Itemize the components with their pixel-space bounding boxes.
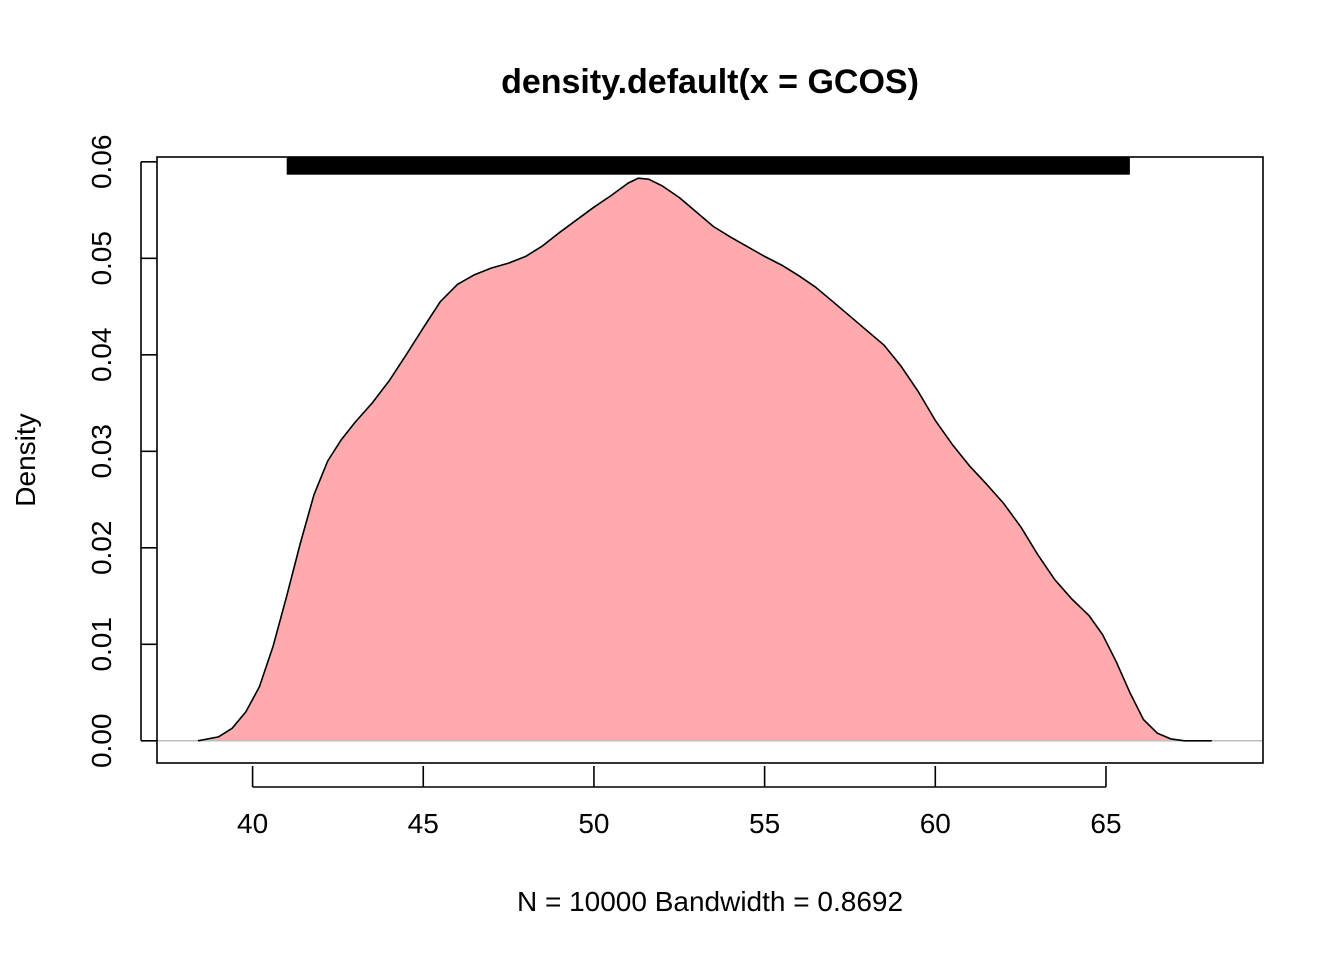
x-axis-label: N = 10000 Bandwidth = 0.8692: [517, 886, 903, 917]
x-tick-label: 40: [237, 808, 268, 839]
chart-title: density.default(x = GCOS): [501, 63, 919, 101]
y-tick-label: 0.00: [86, 714, 117, 769]
density-area: [198, 178, 1212, 741]
y-tick-label: 0.05: [86, 231, 117, 286]
y-tick-label: 0.04: [86, 328, 117, 383]
y-tick-label: 0.06: [86, 135, 117, 190]
plot-area: [157, 156, 1263, 742]
x-tick-label: 55: [749, 808, 780, 839]
x-tick-label: 60: [920, 808, 951, 839]
x-tick-label: 50: [578, 808, 609, 839]
y-tick-label: 0.02: [86, 521, 117, 576]
x-tick-label: 45: [408, 808, 439, 839]
y-axis-label: Density: [10, 413, 41, 506]
y-tick-label: 0.03: [86, 424, 117, 479]
y-tick-label: 0.01: [86, 617, 117, 672]
density-line: [197, 177, 1212, 742]
top-band: [286, 156, 1130, 175]
axes: 40 45 50 55 60 65 0.00 0.01 0.02 0.03 0.04 0.05 0.06: [86, 135, 1264, 839]
plot-frame: [156, 156, 1264, 764]
x-tick-label: 65: [1090, 808, 1121, 839]
